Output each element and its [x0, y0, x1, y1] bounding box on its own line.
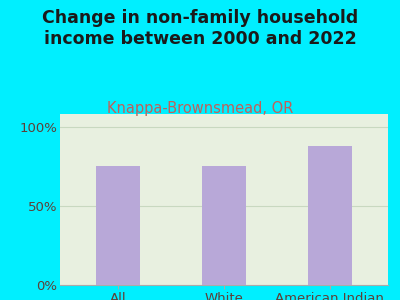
- Bar: [96, 166, 140, 285]
- Bar: [308, 146, 352, 285]
- Text: Change in non-family household
income between 2000 and 2022: Change in non-family household income be…: [42, 9, 358, 48]
- Bar: [202, 166, 246, 285]
- Text: Knappa-Brownsmead, OR: Knappa-Brownsmead, OR: [107, 100, 293, 116]
